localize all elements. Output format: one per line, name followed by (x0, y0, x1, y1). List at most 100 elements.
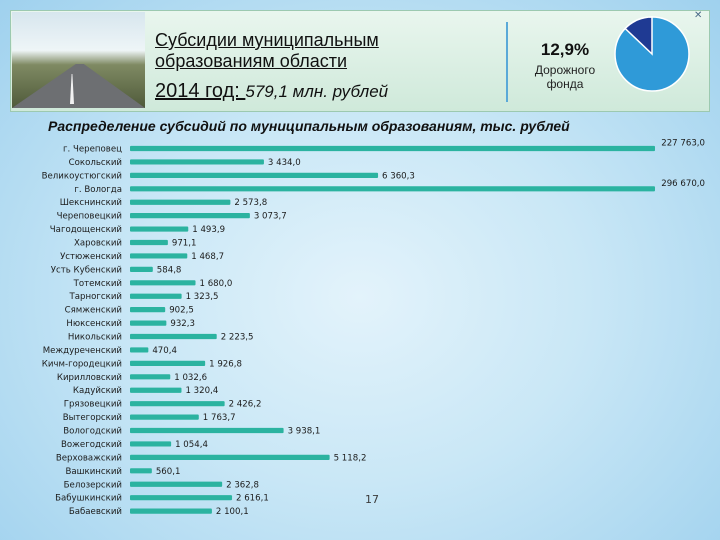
value-label: 1 054,4 (175, 440, 208, 450)
road-photo (12, 12, 145, 108)
value-label: 470,4 (152, 346, 177, 356)
road-marking (70, 74, 74, 104)
value-label: 1 323,5 (186, 292, 219, 302)
value-label: 6 360,3 (382, 171, 415, 181)
category-label: Вологодский (63, 427, 122, 437)
percent-caption-line-1: Дорожного (534, 63, 596, 77)
value-label: 3 073,7 (254, 212, 287, 222)
value-label: 1 926,8 (209, 359, 242, 369)
category-label: Грязовецкий (64, 400, 122, 410)
bar (130, 320, 167, 326)
category-label: Бабаевский (69, 507, 122, 517)
value-label: 2 362,8 (226, 480, 259, 490)
value-label: 971,1 (172, 239, 197, 249)
category-label: Белозерский (64, 480, 122, 490)
category-label: Череповецкий (57, 212, 122, 222)
percent-caption-line-2: фонда (546, 77, 584, 91)
bar (130, 414, 199, 420)
pie-road-fund-slice (624, 16, 653, 56)
category-label: Тарногский (69, 292, 122, 302)
bar (130, 213, 250, 219)
amount-label: 579,1 млн. рублей (245, 82, 389, 101)
value-label: 1 493,9 (192, 225, 225, 235)
slide-title: Субсидии муниципальным образованиям обла… (155, 30, 495, 72)
category-label: Тотемский (73, 279, 122, 289)
value-label: 5 118,2 (334, 453, 367, 463)
bar (130, 468, 152, 474)
value-label: 1 763,7 (203, 413, 236, 423)
category-label: Устюженский (60, 252, 122, 262)
bar (130, 172, 379, 178)
value-label: 932,3 (170, 319, 195, 329)
bar (130, 145, 655, 152)
bar (130, 293, 182, 299)
category-label: г. Вологда (74, 185, 122, 195)
title-line-1: Субсидии муниципальным (155, 30, 379, 50)
category-label: Никольский (68, 333, 122, 343)
category-label: Вытегорский (63, 413, 122, 423)
bar (130, 387, 182, 393)
bar (130, 253, 188, 259)
value-label: 3 938,1 (288, 427, 321, 437)
value-label: 1 032,6 (174, 373, 207, 383)
bar (130, 454, 330, 460)
bar (130, 266, 153, 272)
corner-marker: ✕ (694, 10, 703, 21)
header-divider (506, 22, 508, 102)
category-label: Шекснинский (60, 198, 122, 208)
category-label: Харовский (74, 239, 122, 249)
bar (130, 481, 223, 487)
value-label: 1 680,0 (200, 279, 233, 289)
category-label: Сямженский (65, 306, 122, 316)
chart-title: Распределение субсидий по муниципальным … (48, 118, 570, 134)
value-label: 2 223,5 (221, 333, 254, 343)
bar (130, 401, 225, 407)
value-label: 560,1 (156, 467, 181, 477)
value-label: 1 320,4 (185, 386, 218, 396)
value-label: 227 763,0 (661, 139, 705, 149)
value-label: 2 426,2 (229, 400, 262, 410)
percent-caption: Дорожного фонда (515, 63, 615, 91)
bar (130, 307, 166, 313)
bar (130, 239, 168, 246)
bar (130, 186, 655, 192)
category-label: Кирилловский (57, 373, 122, 383)
category-label: Великоустюгский (42, 171, 122, 181)
year-label: 2014 год: (155, 80, 246, 102)
category-label: г. Череповец (63, 145, 122, 155)
category-label: Кичм-городецкий (42, 359, 122, 369)
value-label: 2 100,1 (216, 507, 249, 517)
share-pie-chart (614, 16, 690, 92)
value-label: 2 616,1 (236, 494, 269, 504)
value-label: 1 468,7 (191, 252, 224, 262)
category-label: Верховажский (56, 453, 122, 463)
page-number: 17 (365, 493, 379, 506)
category-label: Бабушкинский (55, 494, 122, 504)
percent-value: 12,9% (540, 40, 590, 59)
category-label: Нюксенский (66, 319, 122, 329)
value-label: 296 670,0 (661, 179, 705, 189)
bar (130, 159, 264, 165)
bar (130, 347, 149, 353)
value-label: 3 434,0 (268, 158, 301, 168)
category-label: Чагодощенский (50, 225, 122, 235)
value-label: 2 573,8 (234, 198, 267, 208)
category-label: Вожегодский (61, 440, 122, 450)
category-label: Междуреченский (43, 346, 122, 356)
title-line-2: образованиям области (155, 51, 348, 71)
category-label: Кадуйский (73, 386, 122, 396)
bar (130, 441, 172, 447)
bar (130, 374, 171, 380)
bar (130, 280, 196, 286)
bar (130, 360, 206, 366)
category-label: Вашкинский (65, 467, 122, 477)
bar (130, 333, 217, 340)
category-label: Усть Кубенский (51, 265, 122, 275)
bar (130, 495, 233, 501)
year-amount: 2014 год: 579,1 млн. рублей (155, 80, 495, 103)
value-label: 584,8 (157, 265, 182, 275)
category-label: Сокольский (69, 158, 122, 168)
bar (130, 226, 189, 232)
bar (130, 508, 212, 514)
